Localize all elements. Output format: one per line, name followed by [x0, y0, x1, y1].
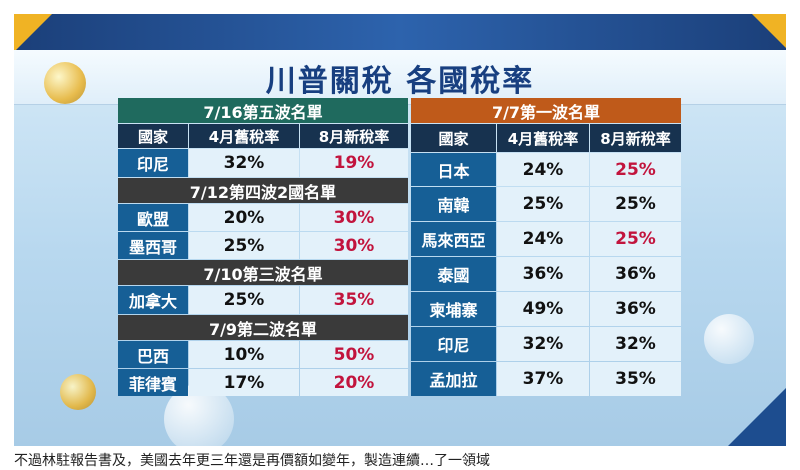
- old-rate-cell: 32%: [189, 149, 299, 177]
- bubble-decoration: [704, 314, 754, 364]
- new-rate-cell: 35%: [300, 286, 408, 314]
- old-rate-cell: 25%: [189, 232, 299, 259]
- col-old-rate: 4月舊稅率: [497, 124, 589, 152]
- country-cell: 歐盟: [118, 204, 188, 231]
- country-cell: 巴西: [118, 341, 188, 368]
- new-rate-cell: 35%: [590, 362, 681, 396]
- col-country: 國家: [411, 124, 496, 152]
- new-rate-cell: 19%: [300, 149, 408, 177]
- old-rate-cell: 24%: [497, 153, 589, 186]
- old-rate-cell: 32%: [497, 327, 589, 361]
- new-rate-cell: 50%: [300, 341, 408, 368]
- new-rate-cell: 20%: [300, 369, 408, 396]
- page-title: 川普關稅 各國稅率: [265, 64, 535, 99]
- old-rate-cell: 25%: [497, 187, 589, 221]
- country-cell: 南韓: [411, 187, 496, 221]
- caption-text: 不過林駐報告書及，美國去年更三年還是再價額如變年，製造連續…了一領域: [14, 453, 490, 469]
- corner-decoration: [14, 14, 52, 52]
- col-country: 國家: [118, 124, 188, 148]
- country-cell: 印尼: [118, 149, 188, 177]
- new-rate-cell: 36%: [590, 292, 681, 326]
- old-rate-cell: 36%: [497, 257, 589, 291]
- wave3-header: 7/10第三波名單: [118, 260, 408, 285]
- country-cell: 泰國: [411, 257, 496, 291]
- country-cell: 墨西哥: [118, 232, 188, 259]
- wave5-header: 7/16第五波名單: [118, 98, 408, 123]
- wave2-header: 7/9第二波名單: [118, 315, 408, 340]
- corner-decoration: [752, 14, 786, 48]
- new-rate-cell: 30%: [300, 204, 408, 231]
- new-rate-cell: 25%: [590, 187, 681, 221]
- coin-icon: [60, 374, 96, 410]
- new-rate-cell: 25%: [590, 222, 681, 256]
- country-cell: 日本: [411, 153, 496, 186]
- country-cell: 馬來西亞: [411, 222, 496, 256]
- col-new-rate: 8月新稅率: [300, 124, 408, 148]
- coin-icon: [44, 62, 86, 104]
- corner-decoration: [728, 388, 786, 446]
- country-cell: 菲律賓: [118, 369, 188, 396]
- country-cell: 印尼: [411, 327, 496, 361]
- old-rate-cell: 17%: [189, 369, 299, 396]
- old-rate-cell: 24%: [497, 222, 589, 256]
- country-cell: 柬埔寨: [411, 292, 496, 326]
- old-rate-cell: 49%: [497, 292, 589, 326]
- new-rate-cell: 25%: [590, 153, 681, 186]
- country-cell: 孟加拉: [411, 362, 496, 396]
- country-cell: 加拿大: [118, 286, 188, 314]
- old-rate-cell: 10%: [189, 341, 299, 368]
- wave4-header: 7/12第四波2國名單: [118, 178, 408, 203]
- col-new-rate: 8月新稅率: [590, 124, 681, 152]
- col-old-rate: 4月舊稅率: [189, 124, 299, 148]
- wave1-header: 7/7第一波名單: [411, 98, 681, 123]
- new-rate-cell: 32%: [590, 327, 681, 361]
- old-rate-cell: 25%: [189, 286, 299, 314]
- old-rate-cell: 37%: [497, 362, 589, 396]
- old-rate-cell: 20%: [189, 204, 299, 231]
- new-rate-cell: 36%: [590, 257, 681, 291]
- new-rate-cell: 30%: [300, 232, 408, 259]
